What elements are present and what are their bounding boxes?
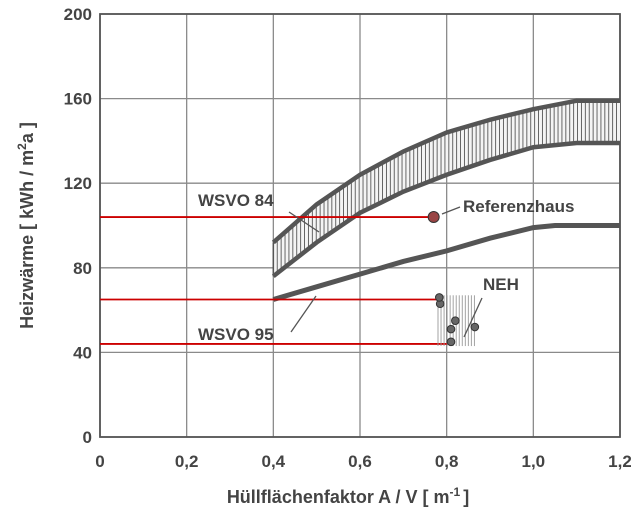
annotation-label: NEH	[483, 275, 519, 294]
annotation-label: WSVO 84	[198, 191, 274, 210]
annotation-leader	[288, 211, 320, 233]
band-upper-line	[271, 98, 620, 245]
data-point	[435, 293, 444, 302]
annotations: WSVO 84 Referenzhaus WSVO 95 NEH	[198, 191, 574, 344]
y-axis-title-main: Heizwärme [ kWh / m	[17, 150, 37, 329]
x-tick-labels: 0 0,2 0,4 0,6 0,8 1,0 1,2	[95, 452, 631, 471]
x-axis-title-main: Hüllflächenfaktor A / V [ m	[227, 487, 450, 507]
x-tick-label: 1,0	[522, 452, 546, 471]
data-point	[446, 324, 456, 334]
band-lower-line	[271, 140, 620, 279]
y-tick-label: 120	[64, 174, 92, 193]
y-tick-label: 0	[83, 428, 92, 447]
annotation-label: WSVO 95	[198, 325, 274, 344]
x-tick-label: 0	[95, 452, 104, 471]
bands	[271, 98, 620, 279]
y-tick-label: 200	[64, 5, 92, 24]
data-point	[451, 316, 460, 325]
x-tick-label: 1,2	[608, 452, 631, 471]
x-axis-title: Hüllflächenfaktor A / V [ m-1]	[227, 485, 469, 507]
x-tick-label: 0,6	[348, 452, 372, 471]
y-axis-title-end: a ]	[17, 122, 37, 143]
series	[272, 223, 620, 302]
annotation-leader	[463, 297, 483, 338]
band-area	[273, 100, 620, 277]
y-tick-label: 80	[73, 259, 92, 278]
x-tick-label: 0,8	[435, 452, 459, 471]
y-tick-label: 160	[64, 90, 92, 109]
y-tick-labels: 0 40 80 120 160 200	[64, 5, 92, 447]
x-tick-label: 0,2	[175, 452, 199, 471]
red-reference-lines	[100, 216, 451, 345]
x-axis-title-end: ]	[463, 487, 469, 507]
annotation-leader	[290, 295, 317, 333]
data-points	[427, 211, 480, 347]
x-tick-label: 0,4	[262, 452, 286, 471]
data-point	[470, 322, 480, 332]
data-point	[427, 211, 440, 224]
y-axis-title: Heizwärme [ kWh / m2a ]	[15, 122, 37, 329]
annotation-label: Referenzhaus	[463, 197, 574, 216]
annotation-leader	[441, 206, 461, 215]
data-point	[446, 337, 456, 347]
x-axis-title-exponent: -1	[450, 485, 461, 499]
y-tick-label: 40	[73, 343, 92, 362]
series-line	[272, 223, 620, 302]
y-axis-title-exponent: 2	[15, 143, 29, 150]
